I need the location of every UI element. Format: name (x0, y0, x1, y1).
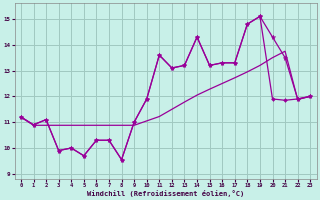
X-axis label: Windchill (Refroidissement éolien,°C): Windchill (Refroidissement éolien,°C) (87, 190, 244, 197)
